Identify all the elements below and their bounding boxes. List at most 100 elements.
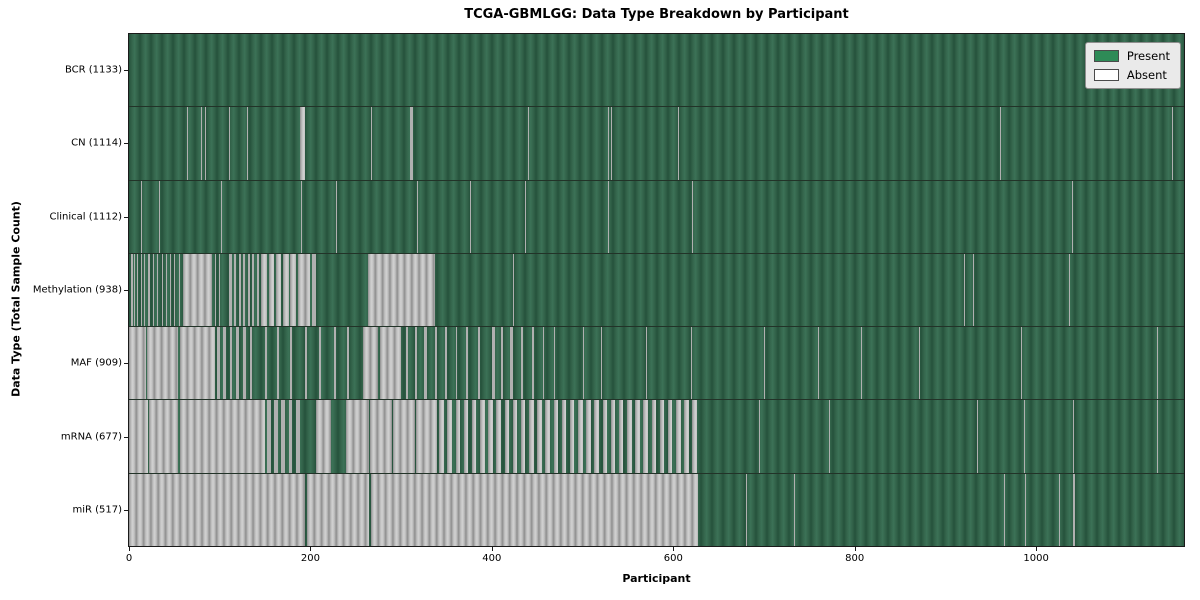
absent-segment	[290, 253, 296, 327]
absent-segment	[275, 253, 282, 327]
absent-segment	[470, 180, 472, 253]
absent-segment	[236, 327, 239, 400]
absent-segment	[463, 400, 469, 473]
absent-segment	[491, 327, 495, 400]
absent-segment	[216, 327, 220, 400]
x-tick-mark	[310, 547, 312, 551]
absent-segment	[684, 400, 689, 473]
y-tick-label: mRNA (677)	[60, 431, 122, 443]
absent-segment	[283, 253, 289, 327]
absent-segment	[1156, 400, 1158, 473]
absent-segment	[335, 180, 337, 253]
absent-segment	[266, 400, 271, 473]
x-tick-mark	[129, 547, 130, 551]
absent-segment	[147, 327, 178, 400]
absent-segment	[569, 400, 575, 473]
absent-segment	[312, 253, 316, 327]
absent-segment	[158, 180, 160, 253]
absent-swatch-icon	[1093, 69, 1119, 81]
absent-segment	[480, 400, 485, 473]
legend: Present Absent	[1084, 42, 1181, 89]
absent-segment	[144, 253, 146, 327]
absent-segment	[371, 473, 698, 546]
absent-segment	[243, 327, 247, 400]
absent-segment	[434, 327, 437, 400]
absent-segment	[174, 253, 176, 327]
absent-segment	[215, 253, 217, 327]
absent-segment	[268, 253, 275, 327]
absent-segment	[977, 400, 979, 473]
plot-area	[128, 33, 1185, 547]
absent-segment	[691, 327, 693, 400]
absent-segment	[478, 327, 481, 400]
chart-row-clinical	[129, 179, 1184, 253]
absent-segment	[537, 400, 542, 473]
absent-segment	[471, 400, 477, 473]
absent-segment	[643, 400, 648, 473]
absent-segment	[999, 107, 1001, 180]
absent-segment	[414, 327, 417, 400]
y-tick-mark	[124, 143, 128, 145]
absent-segment	[140, 253, 142, 327]
absent-segment	[363, 327, 379, 400]
absent-segment	[417, 180, 419, 253]
absent-segment	[635, 400, 640, 473]
absent-segment	[392, 400, 415, 473]
absent-segment	[578, 400, 583, 473]
absent-segment	[439, 400, 444, 473]
absent-segment	[129, 473, 305, 546]
x-tick-mark	[854, 547, 856, 551]
absent-segment	[148, 253, 150, 327]
absent-segment	[963, 253, 965, 327]
absent-segment	[1058, 473, 1060, 546]
absent-segment	[134, 253, 136, 327]
absent-segment	[304, 327, 307, 400]
absent-segment	[423, 327, 427, 400]
absent-segment	[228, 253, 232, 327]
absent-segment	[301, 180, 303, 253]
absent-segment	[607, 107, 609, 180]
chart-row-bcr	[129, 34, 1184, 107]
absent-segment	[297, 253, 311, 327]
absent-segment	[1004, 473, 1006, 546]
absent-segment	[220, 180, 222, 253]
y-tick-mark	[124, 436, 128, 438]
absent-segment	[447, 400, 452, 473]
absent-segment	[129, 327, 147, 400]
absent-segment	[370, 400, 393, 473]
absent-segment	[1068, 253, 1070, 327]
legend-label-present: Present	[1126, 49, 1170, 63]
absent-segment	[594, 400, 599, 473]
absent-segment	[586, 400, 591, 473]
absent-segment	[276, 327, 279, 400]
absent-segment	[763, 327, 765, 400]
absent-segment	[504, 400, 510, 473]
absent-segment	[1172, 107, 1174, 180]
absent-segment	[405, 327, 409, 400]
y-tick-mark	[124, 510, 128, 512]
y-tick-mark	[124, 290, 128, 291]
absent-segment	[545, 400, 550, 473]
absent-segment	[252, 253, 255, 327]
x-tick-label: 0	[125, 553, 133, 564]
absent-segment	[759, 400, 761, 473]
absent-segment	[610, 400, 616, 473]
y-tick-mark	[124, 363, 128, 365]
chart-row-methylation	[129, 252, 1184, 327]
absent-segment	[818, 327, 820, 400]
chart-row-cn	[129, 106, 1184, 180]
legend-entry-present: Present	[1093, 49, 1170, 63]
absent-segment	[602, 400, 608, 473]
absent-segment	[161, 253, 163, 327]
y-tick-label: MAF (909)	[70, 357, 122, 369]
y-tick-label: miR (517)	[72, 504, 122, 516]
absent-segment	[300, 107, 305, 180]
absent-segment	[223, 327, 227, 400]
absent-segment	[218, 253, 220, 327]
absent-segment	[553, 400, 559, 473]
absent-segment	[512, 253, 514, 327]
absent-segment	[677, 107, 679, 180]
absent-segment	[829, 400, 831, 473]
absent-segment	[178, 253, 180, 327]
